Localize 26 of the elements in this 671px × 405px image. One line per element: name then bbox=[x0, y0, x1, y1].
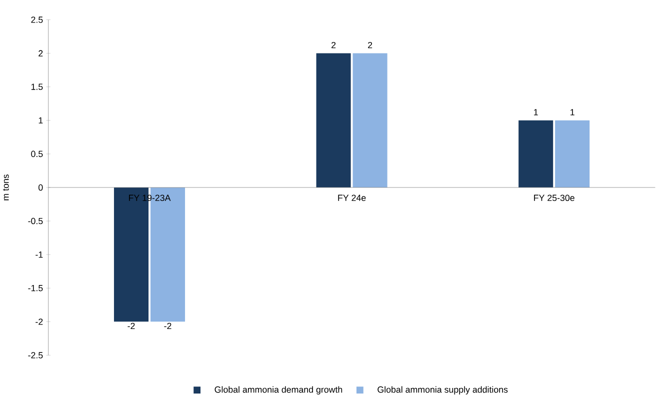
y-tick-label: 1 bbox=[38, 118, 43, 124]
legend-label: Global ammonia supply additions bbox=[378, 386, 508, 395]
legend-label: Global ammonia demand growth bbox=[214, 386, 342, 395]
data-label: 1 bbox=[534, 109, 538, 116]
x-tick-label: FY 25-30e bbox=[534, 194, 574, 202]
bar bbox=[518, 120, 554, 188]
bar bbox=[555, 120, 590, 188]
y-tick-label: -1 bbox=[36, 252, 43, 258]
x-tick-label: FY 24e bbox=[338, 194, 366, 202]
y-tick-label: 0.5 bbox=[31, 151, 43, 158]
y-tick-label: 1.5 bbox=[31, 84, 43, 90]
data-label: 2 bbox=[332, 42, 336, 48]
y-tick-label: -1.5 bbox=[28, 285, 43, 292]
y-tick-label: -2 bbox=[36, 318, 43, 325]
y-tick-label: 0 bbox=[38, 184, 43, 191]
y-axis-title: m tons bbox=[2, 174, 9, 200]
bar bbox=[316, 54, 351, 188]
y-tick-label: 2.5 bbox=[31, 16, 43, 24]
bar bbox=[352, 54, 388, 188]
data-label: -2 bbox=[128, 323, 135, 330]
data-label: 1 bbox=[570, 109, 574, 116]
y-tick-label: -2.5 bbox=[28, 352, 43, 359]
y-tick-label: 2 bbox=[38, 50, 43, 57]
y-tick-label: -0.5 bbox=[28, 218, 43, 224]
data-label: -2 bbox=[164, 323, 172, 330]
data-label: 2 bbox=[368, 42, 372, 48]
